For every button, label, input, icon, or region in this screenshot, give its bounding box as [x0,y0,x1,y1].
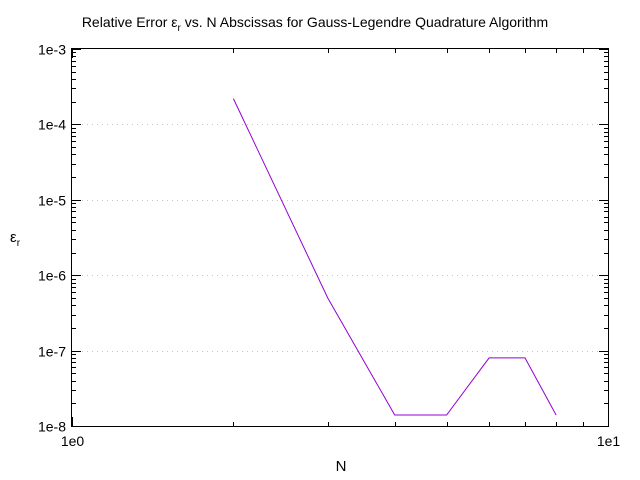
series-line-0 [232,98,557,416]
y-tick-label: 1e-4 [38,117,66,133]
y-tick-label: 1e-3 [38,42,66,58]
y-tick-label: 1e-8 [38,419,66,435]
y-tick-label: 1e-5 [38,193,66,209]
tick-labels: 1e-8 1e-7 1e-6 1e-5 1e-4 1e-3 1e0 1e1 [38,42,620,450]
axis-ticks [72,49,609,427]
x-tick-label: 1e1 [597,433,621,449]
grid-lines [72,124,608,352]
x-tick-label: 1e0 [61,433,85,449]
y-tick-label: 1e-6 [38,268,66,284]
chart-title: Relative Error εr vs. N Abscissas for Ga… [82,14,548,34]
x-axis-label: N [336,458,347,475]
plot-frame [71,48,609,427]
series-group [232,98,557,416]
y-tick-label: 1e-7 [38,344,66,360]
y-axis-label: εr [10,229,21,249]
